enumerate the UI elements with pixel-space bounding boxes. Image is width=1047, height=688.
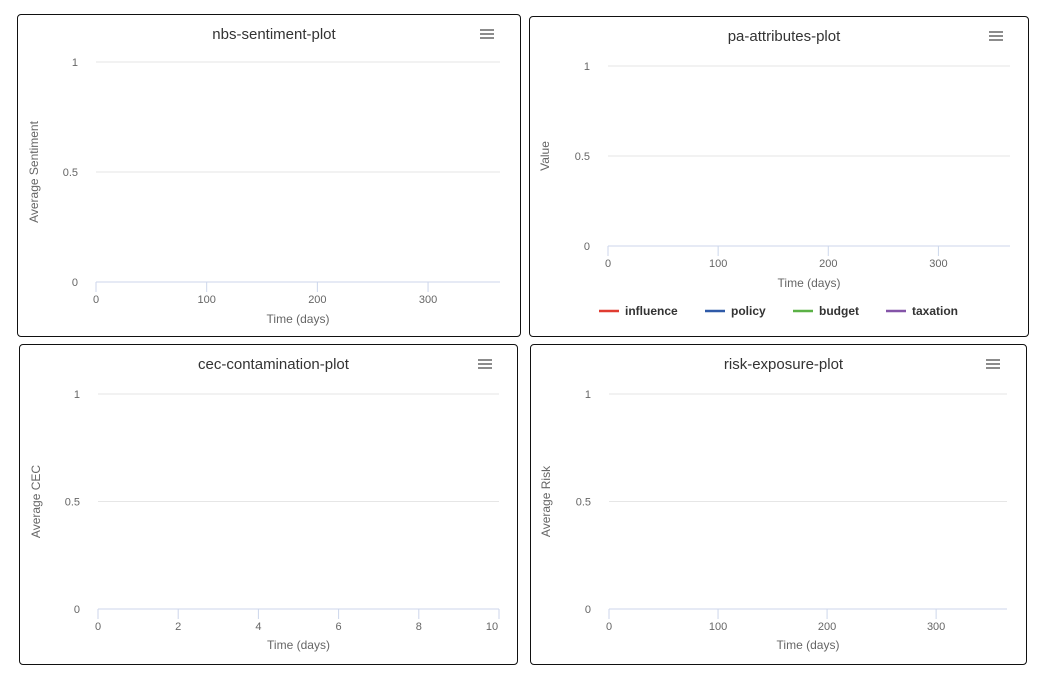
hamburger-icon-line — [986, 363, 1000, 365]
hamburger-menu-button[interactable] — [986, 359, 1000, 369]
x-axis-title: Time (days) — [267, 638, 330, 652]
hamburger-menu-button[interactable] — [989, 31, 1003, 41]
x-tick-label: 300 — [929, 258, 947, 270]
x-tick-label: 0 — [605, 258, 611, 270]
legend-label: taxation — [912, 304, 958, 318]
y-tick-label: 1 — [72, 57, 78, 69]
x-tick-label: 4 — [255, 621, 261, 633]
y-tick-label: 0.5 — [576, 497, 591, 509]
x-tick-label: 300 — [419, 294, 437, 306]
x-tick-label: 200 — [308, 294, 326, 306]
x-tick-label: 0 — [95, 621, 101, 633]
legend-item-budget[interactable]: budget — [793, 304, 859, 318]
chart-title: pa-attributes-plot — [728, 28, 841, 45]
y-tick-label: 0 — [584, 241, 590, 253]
y-axis-title: Average CEC — [29, 465, 43, 538]
legend-label: influence — [625, 304, 678, 318]
chart-title: risk-exposure-plot — [724, 356, 844, 373]
cec-chart-panel: cec-contamination-plot 0 0.5 1 0 2 4 6 8 10 Time (… — [19, 344, 518, 665]
x-axis-title: Time (days) — [778, 276, 841, 290]
hamburger-icon-line — [480, 29, 494, 31]
risk-chart: risk-exposure-plot 0 0.5 1 0 100 200 300 Time (d… — [539, 356, 1007, 652]
y-tick-label: 0.5 — [63, 167, 78, 179]
legend-item-policy[interactable]: policy — [705, 304, 766, 318]
chart-title: cec-contamination-plot — [198, 356, 350, 373]
legend-label: budget — [819, 304, 859, 318]
y-tick-label: 1 — [584, 61, 590, 73]
hamburger-menu-button[interactable] — [480, 29, 494, 39]
nbs-chart-panel: nbs-sentiment-plot 0 0.5 1 0 100 200 300 Time (d… — [17, 14, 521, 337]
x-axis-title: Time (days) — [777, 638, 840, 652]
x-axis-title: Time (days) — [267, 312, 330, 326]
y-tick-label: 0 — [585, 604, 591, 616]
chart-title: nbs-sentiment-plot — [212, 26, 336, 43]
legend-item-influence[interactable]: influence — [599, 304, 678, 318]
x-tick-label: 200 — [819, 258, 837, 270]
y-tick-label: 0 — [72, 277, 78, 289]
x-tick-label: 100 — [198, 294, 216, 306]
x-tick-label: 0 — [93, 294, 99, 306]
hamburger-icon-line — [989, 31, 1003, 33]
y-tick-label: 1 — [585, 389, 591, 401]
x-tick-label: 6 — [336, 621, 342, 633]
risk-chart-panel: risk-exposure-plot 0 0.5 1 0 100 200 300 Time (d… — [530, 344, 1027, 665]
y-axis-title: Average Sentiment — [27, 120, 41, 223]
hamburger-icon-line — [478, 367, 492, 369]
x-tick-label: 10 — [486, 621, 498, 633]
y-tick-label: 0 — [74, 604, 80, 616]
x-tick-label: 200 — [818, 621, 836, 633]
hamburger-icon-line — [480, 37, 494, 39]
hamburger-icon-line — [480, 33, 494, 35]
hamburger-icon-line — [478, 359, 492, 361]
hamburger-icon-line — [989, 39, 1003, 41]
hamburger-icon-line — [986, 359, 1000, 361]
x-tick-label: 2 — [175, 621, 181, 633]
nbs-chart: nbs-sentiment-plot 0 0.5 1 0 100 200 300 Time (d… — [27, 26, 500, 326]
y-tick-label: 0.5 — [575, 151, 590, 163]
hamburger-icon-line — [989, 35, 1003, 37]
legend-label: policy — [731, 304, 766, 318]
hamburger-icon-line — [986, 367, 1000, 369]
pa-chart-panel: pa-attributes-plot 0 0.5 1 0 100 200 300 Time (d… — [529, 16, 1029, 337]
y-axis-title: Value — [538, 141, 552, 171]
x-tick-label: 100 — [709, 621, 727, 633]
x-tick-label: 8 — [416, 621, 422, 633]
y-axis-title: Average Risk — [539, 465, 553, 537]
x-tick-label: 100 — [709, 258, 727, 270]
pa-chart: pa-attributes-plot 0 0.5 1 0 100 200 300 Time (d… — [538, 28, 1010, 318]
y-tick-label: 1 — [74, 389, 80, 401]
legend-item-taxation[interactable]: taxation — [886, 304, 958, 318]
x-tick-label: 0 — [606, 621, 612, 633]
hamburger-menu-button[interactable] — [478, 359, 492, 369]
hamburger-icon-line — [478, 363, 492, 365]
y-tick-label: 0.5 — [65, 497, 80, 509]
x-tick-label: 300 — [927, 621, 945, 633]
